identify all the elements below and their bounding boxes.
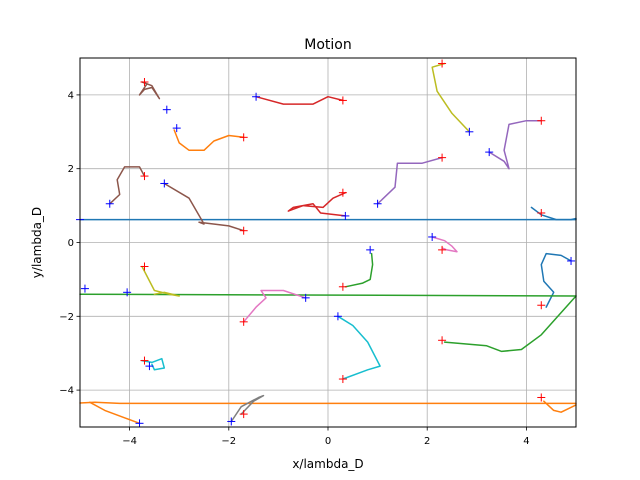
start-marker bbox=[567, 256, 576, 265]
y-tick-label: −2 bbox=[59, 312, 74, 323]
start-marker bbox=[162, 105, 171, 114]
trajectory-line bbox=[337, 315, 381, 380]
start-marker bbox=[145, 362, 154, 371]
end-marker bbox=[239, 133, 248, 142]
end-marker bbox=[537, 301, 546, 310]
y-tick-label: 4 bbox=[68, 90, 74, 101]
start-marker bbox=[172, 124, 181, 133]
start-marker bbox=[465, 127, 474, 136]
start-marker bbox=[80, 284, 89, 293]
trajectory-line bbox=[443, 295, 577, 353]
trajectory-line bbox=[79, 401, 577, 405]
x-tick-label: −4 bbox=[122, 436, 137, 447]
start-marker bbox=[301, 293, 310, 302]
end-marker bbox=[338, 96, 347, 105]
x-tick-label: 4 bbox=[523, 436, 529, 447]
trajectory-line bbox=[242, 289, 307, 323]
trajectory-line bbox=[89, 401, 141, 425]
start-marker bbox=[366, 245, 375, 254]
end-marker bbox=[438, 336, 447, 345]
start-marker bbox=[333, 312, 342, 321]
end-marker bbox=[239, 226, 248, 235]
trajectory-line bbox=[488, 119, 543, 170]
end-marker bbox=[438, 245, 447, 254]
chart-title: Motion bbox=[304, 37, 351, 53]
x-tick-label: 2 bbox=[424, 436, 430, 447]
start-marker bbox=[123, 288, 132, 297]
start-marker bbox=[428, 232, 437, 241]
end-marker bbox=[239, 317, 248, 326]
end-marker bbox=[239, 410, 248, 419]
y-axis-label: y/lambda_D bbox=[30, 207, 44, 278]
trajectory-line bbox=[540, 252, 572, 308]
start-marker bbox=[373, 199, 382, 208]
trajectory-line bbox=[287, 191, 347, 217]
x-tick-label: 0 bbox=[325, 436, 331, 447]
end-marker bbox=[537, 116, 546, 125]
end-marker bbox=[537, 393, 546, 402]
trajectory-line bbox=[138, 81, 161, 100]
end-marker bbox=[338, 375, 347, 384]
trajectory-line bbox=[173, 129, 245, 152]
end-marker bbox=[537, 208, 546, 217]
trajectory-line bbox=[344, 252, 374, 288]
trajectory-line bbox=[109, 166, 146, 205]
x-axis-label: x/lambda_D bbox=[292, 457, 363, 471]
end-marker bbox=[140, 262, 149, 271]
trajectory-line bbox=[431, 236, 458, 253]
y-tick-label: 0 bbox=[68, 238, 74, 249]
start-marker bbox=[252, 92, 261, 101]
end-marker bbox=[140, 172, 149, 181]
trajectory-line bbox=[230, 394, 265, 423]
axis-ticks: −4 −2 0 2 4 −4 −2 0 2 4 bbox=[59, 90, 529, 447]
trajectory-line bbox=[79, 293, 577, 297]
grid bbox=[80, 58, 576, 427]
start-marker bbox=[341, 211, 350, 220]
y-tick-label: 2 bbox=[68, 164, 74, 175]
markers bbox=[76, 59, 576, 428]
start-marker bbox=[135, 419, 144, 428]
start-marker bbox=[485, 148, 494, 157]
y-tick-label: −4 bbox=[59, 386, 74, 397]
end-marker bbox=[338, 188, 347, 197]
trajectory-line bbox=[530, 206, 577, 221]
trajectory-line bbox=[431, 62, 471, 133]
trajectory-line bbox=[141, 357, 166, 371]
end-marker bbox=[140, 77, 149, 86]
trajectories bbox=[79, 62, 577, 425]
trajectory-line bbox=[376, 156, 443, 205]
end-marker bbox=[438, 153, 447, 162]
start-marker bbox=[160, 179, 169, 188]
start-marker bbox=[227, 417, 236, 426]
end-marker bbox=[438, 59, 447, 68]
end-marker bbox=[338, 282, 347, 291]
start-marker bbox=[105, 199, 114, 208]
trajectory-line bbox=[543, 400, 577, 413]
end-marker bbox=[140, 356, 149, 365]
trajectory-line bbox=[141, 265, 180, 297]
trajectory-line bbox=[163, 182, 245, 232]
x-tick-label: −2 bbox=[221, 436, 236, 447]
trajectory-line bbox=[255, 95, 344, 105]
